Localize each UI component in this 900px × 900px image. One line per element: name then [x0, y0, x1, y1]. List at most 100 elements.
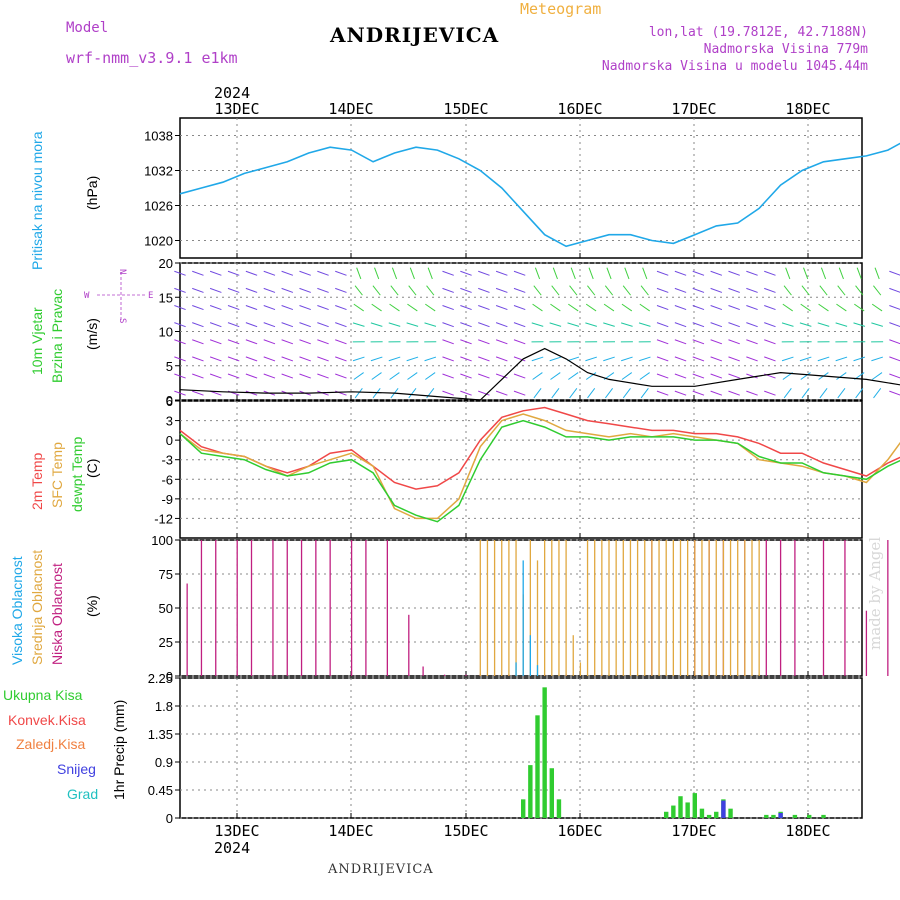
wind-barb [425, 372, 436, 380]
wind-barb [263, 339, 276, 345]
wind-barb [746, 356, 758, 362]
wind-barb [746, 305, 758, 311]
wind-barb [209, 339, 222, 345]
wind-barb [513, 390, 526, 396]
wind-barb [801, 285, 810, 296]
wind-barb [263, 270, 276, 276]
wind-barb [495, 305, 508, 311]
wind-barb [532, 303, 543, 312]
precip-bar [549, 768, 554, 818]
wind-barb [245, 322, 258, 328]
y-tick-label: -12 [154, 511, 173, 526]
wind-barb [568, 303, 579, 312]
wind-barb [854, 303, 865, 312]
wind-barb [281, 322, 294, 328]
precip-bar [664, 811, 669, 818]
wind-barb [853, 322, 866, 327]
wind-barb [424, 322, 437, 327]
wind-barb [245, 373, 258, 379]
temp-dew-label: dewpt Temp [69, 437, 85, 512]
precip-bar [721, 800, 726, 818]
wind-barb [370, 322, 383, 327]
wind-barb [513, 356, 526, 362]
wind-barb [551, 285, 560, 296]
wind-barb [478, 287, 490, 293]
wind-barb [710, 339, 723, 345]
wind-barb [408, 388, 417, 399]
y-tick-label: 100 [151, 533, 173, 548]
panel-frame [179, 539, 863, 677]
wind-barb [442, 270, 454, 276]
wind-barb [352, 356, 365, 362]
wind-barb [674, 287, 687, 293]
cloud-mid-label: Srednja Oblacnost [29, 550, 45, 665]
wind-barb [478, 373, 490, 379]
wind-barb [587, 285, 596, 296]
wind-barb [353, 372, 364, 380]
wind-barb [299, 373, 311, 379]
wind-barb [407, 303, 418, 312]
wind-barb [192, 322, 204, 328]
precip-bar [792, 814, 798, 818]
wind-barb [728, 339, 740, 345]
wind-barb [871, 372, 883, 380]
wind-barb [889, 322, 900, 328]
precip-bar [706, 814, 712, 818]
wind-barb [335, 270, 347, 276]
y-tick-label: 1020 [144, 234, 173, 249]
wind-barb [281, 339, 294, 345]
wind-barb [460, 270, 472, 276]
day-label-bottom: 14DEC [328, 822, 373, 840]
wind-barb [746, 390, 758, 396]
wind-barb [585, 303, 597, 312]
wind-barb [209, 373, 222, 379]
legend-graupel: Grad [67, 786, 98, 802]
wind-barb [674, 339, 687, 345]
wind-barb [817, 322, 830, 327]
wind-barb [227, 373, 240, 379]
wind-barb [192, 390, 204, 396]
y-tick-label: 0 [166, 393, 173, 408]
wind-barb [728, 287, 740, 293]
wind-barb [569, 388, 578, 399]
wind-barb [209, 322, 222, 328]
wind-barb [568, 372, 579, 380]
wind-barb [873, 285, 882, 296]
lonlat-label: lon,lat (19.7812E, 42.7188N) [648, 25, 868, 40]
panel-frame [179, 117, 863, 259]
wind-barb [460, 322, 472, 328]
wind-barb [656, 270, 669, 276]
wind-barb [606, 267, 612, 280]
wind-barb [245, 270, 258, 276]
wind-barb [192, 339, 204, 345]
wind-barb [534, 267, 541, 280]
model-elevation-label: Nadmorska Visina u modelu 1045.44m [601, 59, 868, 74]
wind-barb [299, 270, 311, 276]
wind-barb [209, 270, 222, 276]
panel-pressure: 1020 1026 1032 1038 [144, 117, 900, 259]
wind-barb [728, 270, 740, 276]
wind-barb [245, 356, 258, 362]
wind-barb [354, 285, 363, 296]
wind-barb [533, 388, 542, 399]
wind-barb [656, 305, 669, 311]
wind-barb [227, 270, 240, 276]
panel-temperature: -12 -9 -6 -3 0 3 6 [154, 394, 900, 539]
wind-barb [871, 303, 883, 312]
wind-barb [478, 356, 490, 362]
wind-barb [317, 270, 329, 276]
wind-barb [426, 285, 435, 296]
wind-barb [335, 305, 347, 311]
legend-frozen: Zaledj.Kisa [16, 736, 85, 752]
wind-barb [624, 267, 630, 280]
temp-series-1 [179, 413, 900, 520]
wind-barb [192, 287, 204, 293]
y-tick-label: 0 [166, 433, 173, 448]
wind-barb [174, 287, 186, 293]
wind-barb [192, 270, 204, 276]
wind-barb [856, 267, 862, 280]
day-label-top: 14DEC [328, 100, 373, 118]
wind-barb [495, 339, 508, 345]
precip-bar [728, 808, 733, 818]
wind-barb [603, 356, 615, 362]
